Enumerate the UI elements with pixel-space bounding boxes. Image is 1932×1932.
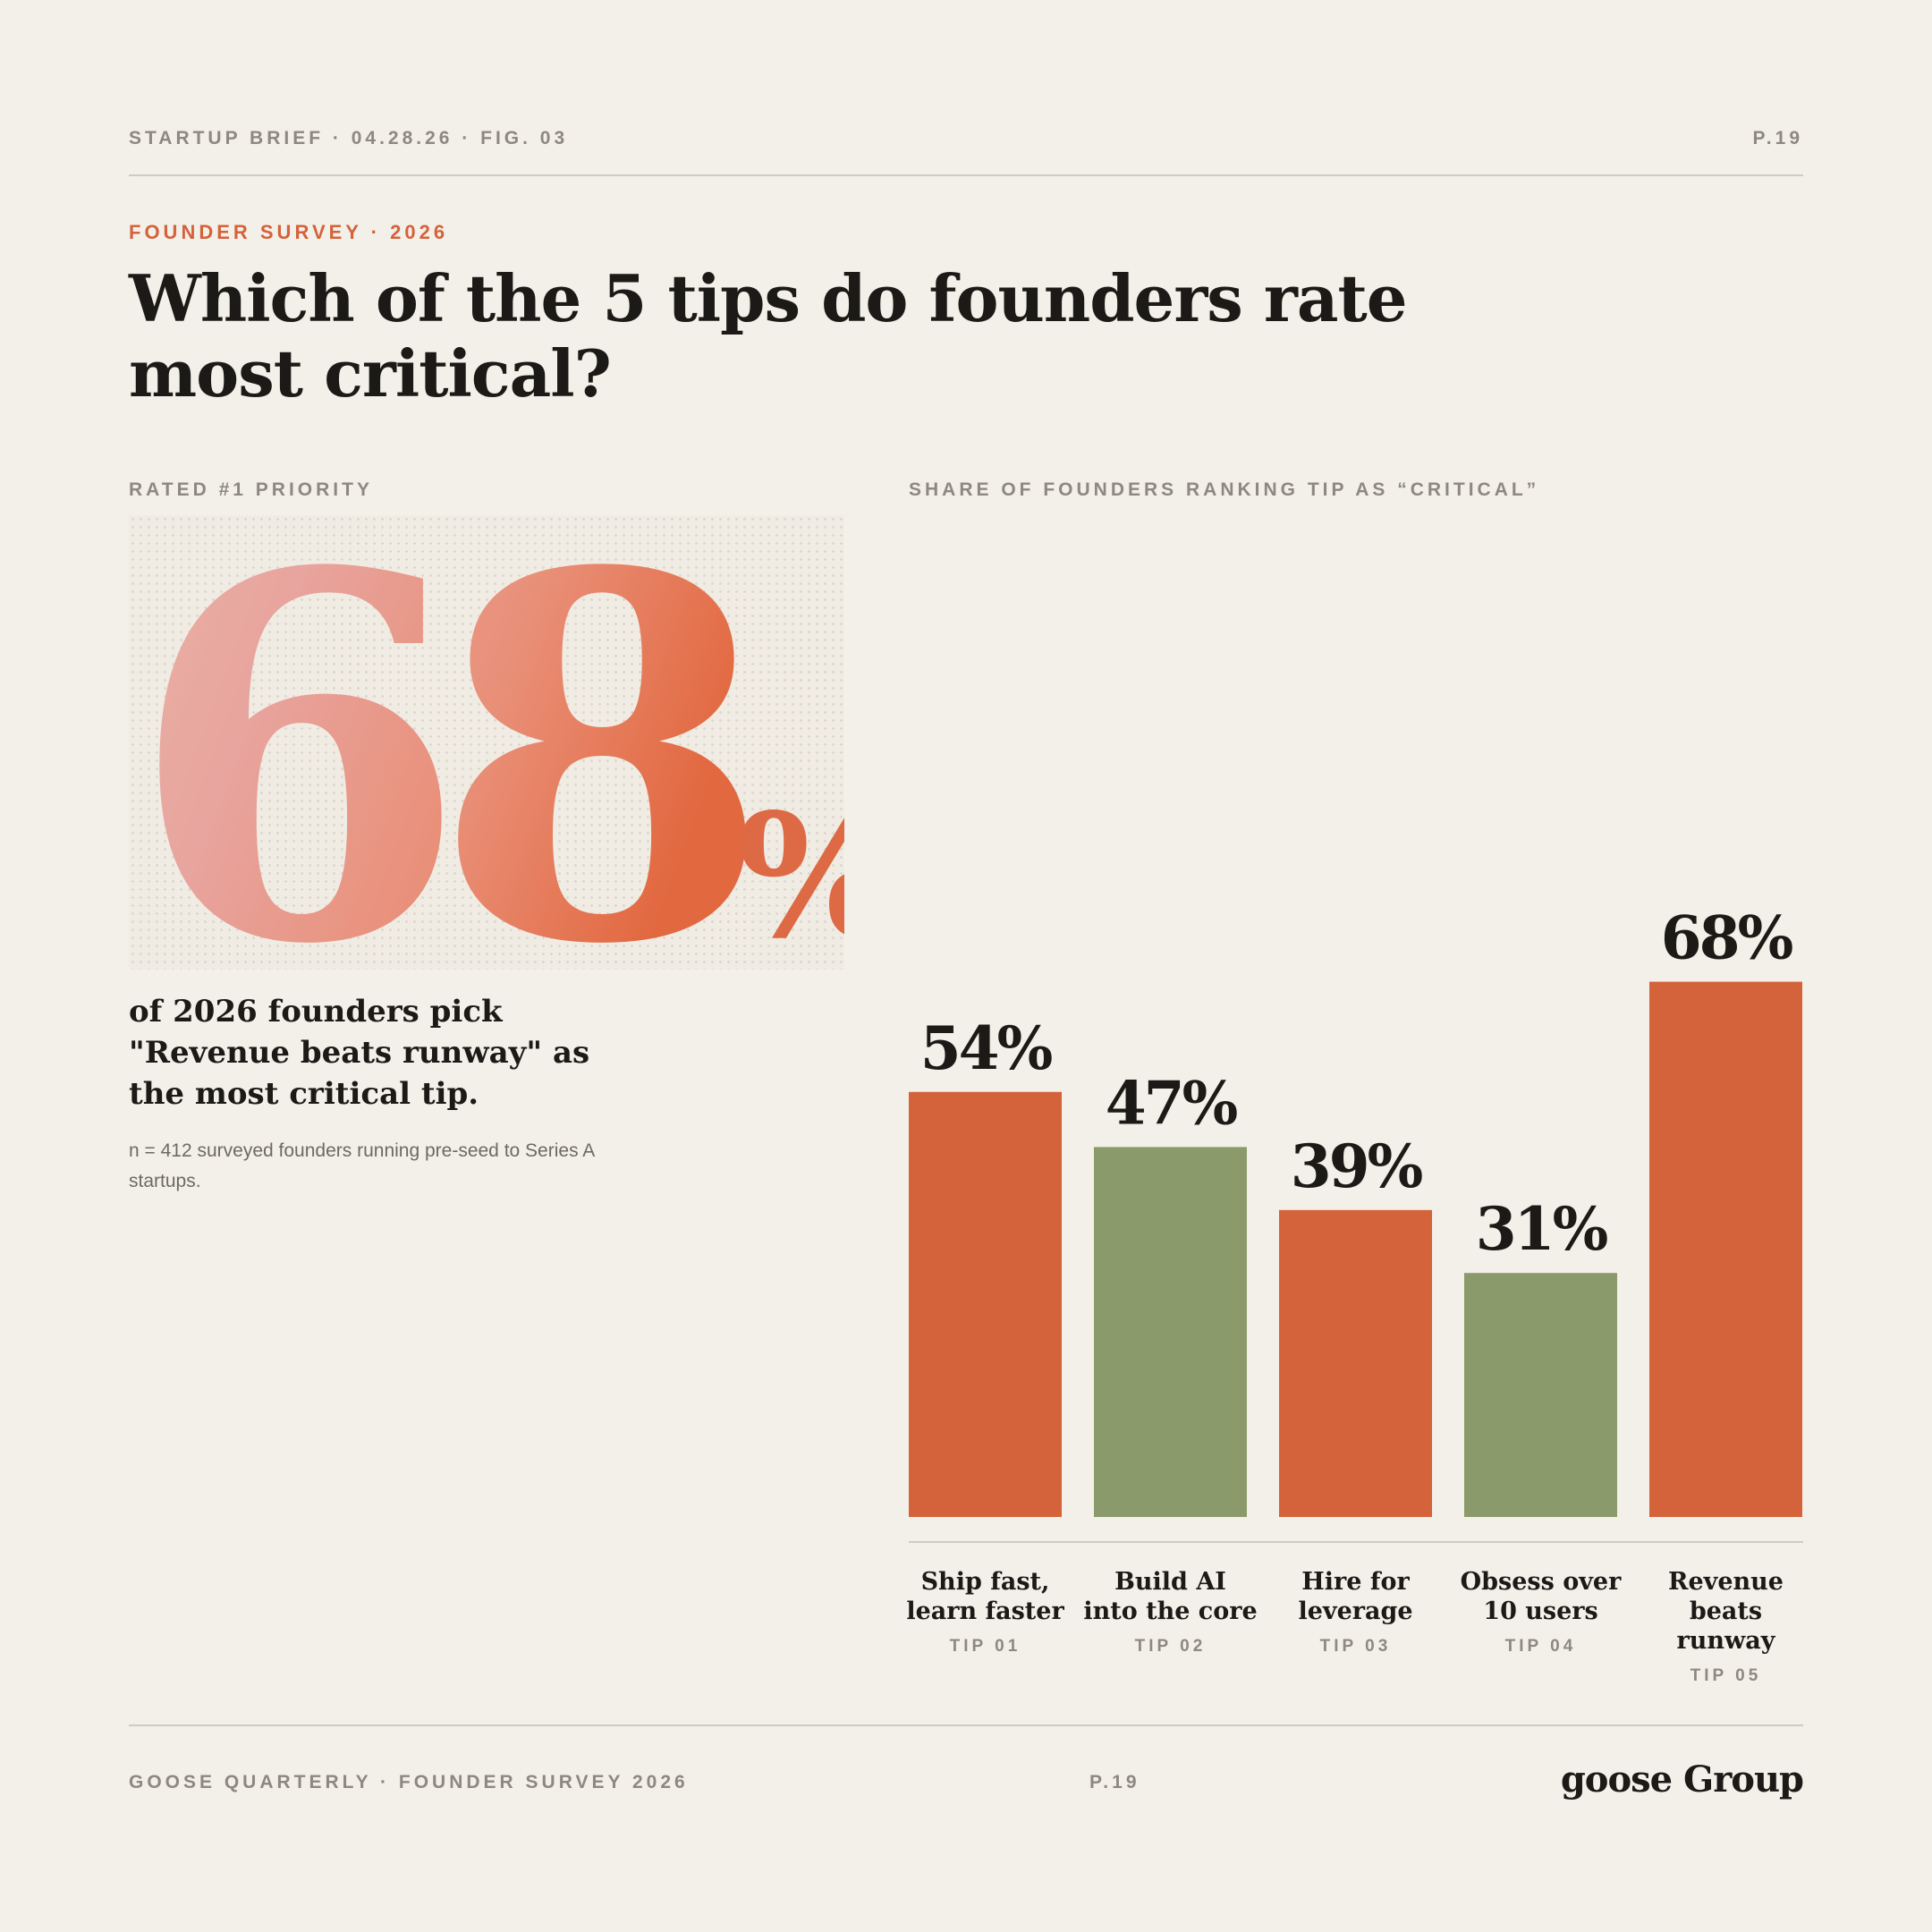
- eyebrow-label: FOUNDER SURVEY · 2026: [129, 221, 449, 243]
- brand-logo: goose Group: [1560, 1758, 1804, 1801]
- sample-note: n = 412 surveyed founders running pre-se…: [129, 1140, 595, 1191]
- bar-value-label-3: 39%: [1291, 1131, 1423, 1201]
- bottom-divider: [129, 1724, 1803, 1726]
- bar-value-label-1: 54%: [920, 1013, 1053, 1083]
- tip-id-4: TIP 04: [1505, 1637, 1577, 1656]
- bar-1: [909, 1091, 1062, 1517]
- top-divider: [129, 174, 1803, 176]
- highlight-label: RATED #1 PRIORITY: [129, 479, 373, 500]
- bar-value-label-2: 47%: [1106, 1068, 1238, 1138]
- highlight-unit: %: [737, 776, 844, 970]
- highlight-number-panel: 68 %: [129, 515, 844, 970]
- chart-title: SHARE OF FOUNDERS RANKING TIP AS “CRITIC…: [909, 479, 1540, 500]
- category-label-3: Hire for leverage: [1298, 1568, 1412, 1625]
- footer-page-number: P.19: [1089, 1772, 1140, 1792]
- header-meta: STARTUP BRIEF · 04.28.26 · FIG. 03: [129, 128, 569, 148]
- bar-2: [1094, 1147, 1247, 1517]
- bar-value-label-5: 68%: [1661, 903, 1793, 973]
- tip-id-1: TIP 01: [950, 1637, 1021, 1656]
- header-page-number: P.19: [1752, 128, 1803, 148]
- bar-4: [1464, 1273, 1617, 1517]
- category-label-4: Obsess over 10 users: [1461, 1568, 1622, 1625]
- highlight-lead-text: of 2026 founders pick "Revenue beats run…: [129, 994, 590, 1112]
- category-label-1: Ship fast, learn faster: [906, 1568, 1064, 1625]
- tip-id-2: TIP 02: [1135, 1637, 1207, 1656]
- x-axis-line: [909, 1541, 1803, 1543]
- footer-publication: GOOSE QUARTERLY · FOUNDER SURVEY 2026: [129, 1772, 689, 1792]
- tip-id-3: TIP 03: [1320, 1637, 1392, 1656]
- bar-value-label-4: 31%: [1476, 1194, 1608, 1264]
- bar-5: [1649, 981, 1802, 1517]
- category-label-2: Build AI into the core: [1083, 1568, 1257, 1625]
- page-title: Which of the 5 tips do founders rate mos…: [129, 260, 1408, 411]
- category-label-5: Revenue beats runway: [1668, 1568, 1784, 1655]
- highlight-number: 68: [129, 515, 752, 970]
- highlight-number-graphic: 68 %: [129, 515, 844, 970]
- bar-3: [1279, 1209, 1432, 1517]
- tip-id-5: TIP 05: [1690, 1666, 1762, 1685]
